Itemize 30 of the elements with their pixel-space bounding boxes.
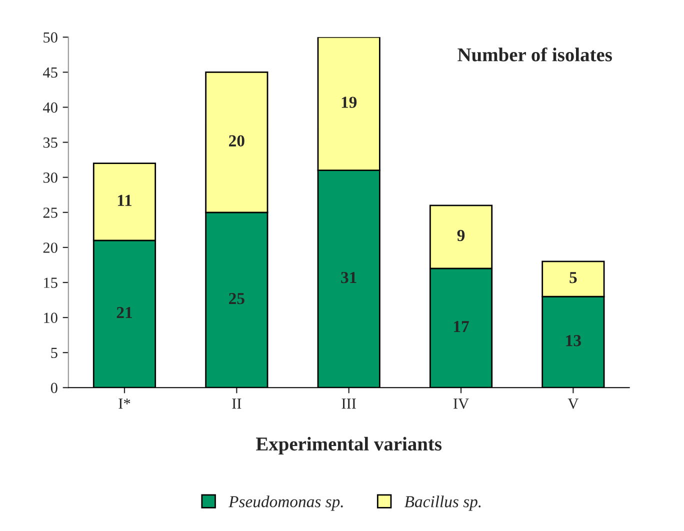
data-label: 31 (341, 272, 356, 284)
data-label: 25 (229, 292, 244, 304)
data-label: 9 (457, 230, 465, 242)
x-tick-label: I* (118, 398, 130, 409)
data-label: 20 (229, 135, 244, 146)
x-axis-title: Experimental variants (256, 436, 442, 455)
data-label: 5 (570, 272, 577, 284)
data-label: 17 (454, 321, 469, 332)
y-tick-label: 5 (51, 348, 58, 358)
y-tick-label: 45 (43, 67, 58, 78)
x-tick-label: V (568, 398, 579, 409)
chart-title: Number of isolates (458, 47, 612, 62)
data-label: 11 (118, 194, 132, 206)
data-label: 19 (342, 96, 357, 108)
y-tick-label: 20 (43, 242, 58, 253)
legend-label: Bacillus sp. (404, 496, 481, 511)
y-tick-label: 40 (43, 102, 58, 113)
x-tick-label: II (232, 398, 242, 409)
data-label: 13 (566, 335, 581, 346)
y-tick-label: 50 (44, 32, 58, 43)
y-tick-label: 15 (44, 278, 58, 288)
x-tick-label: IV (454, 398, 469, 409)
y-tick-label: 10 (44, 312, 58, 323)
x-tick-label: III (342, 398, 356, 409)
legend-label: Pseudomonas sp. (228, 496, 343, 511)
y-tick-label: 35 (43, 137, 58, 148)
data-label: 21 (116, 307, 132, 318)
y-tick-label: 0 (50, 382, 58, 394)
y-tick-label: 30 (43, 172, 58, 183)
y-tick-label: 25 (43, 208, 58, 218)
